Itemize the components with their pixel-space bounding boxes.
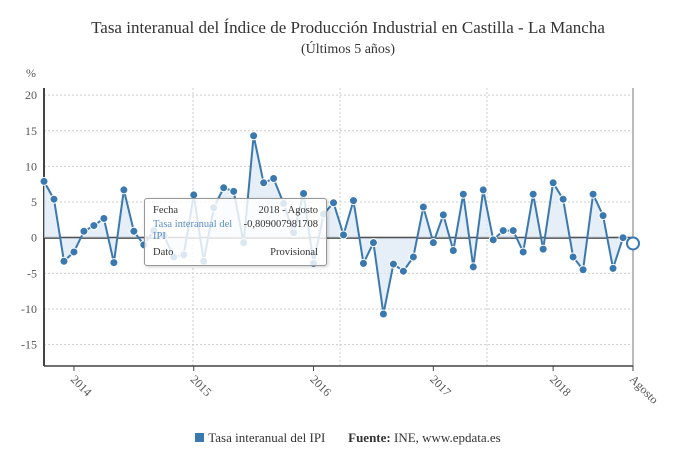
data-point [89, 221, 99, 231]
legend-item[interactable]: Tasa interanual del IPI [195, 430, 325, 445]
data-point [538, 244, 548, 254]
tooltip-dato-value: Provisional [270, 247, 318, 258]
data-point [478, 185, 488, 195]
tooltip-fecha-label: Fecha [153, 205, 179, 216]
y-tick-label: -5 [27, 266, 37, 280]
y-tick-label: 10 [25, 159, 37, 173]
data-point [338, 230, 348, 240]
y-tick-label: 5 [31, 195, 37, 209]
data-point [129, 226, 139, 236]
y-axis-unit-label: % [26, 66, 36, 80]
data-point [398, 266, 408, 276]
x-tick-label: 2017 [427, 372, 454, 399]
chart-title: Tasa interanual del Índice de Producción… [91, 18, 605, 37]
y-tick-label: 0 [31, 231, 37, 245]
data-point [358, 258, 368, 268]
data-point [418, 202, 428, 212]
data-point [598, 211, 608, 221]
data-point [438, 210, 448, 220]
data-point [99, 213, 109, 223]
data-point [119, 185, 129, 195]
x-tick-label: 2015 [188, 372, 215, 399]
legend-label: Tasa interanual del IPI [208, 430, 326, 445]
y-tick-label: 20 [25, 88, 37, 102]
data-point [588, 189, 598, 199]
y-tick-label: -10 [21, 302, 37, 316]
data-point [518, 247, 528, 257]
legend-swatch-icon [195, 433, 205, 442]
data-point [568, 252, 578, 262]
data-point [368, 238, 378, 248]
y-tick-label: -15 [21, 338, 37, 352]
data-point [39, 176, 49, 186]
data-point [428, 238, 438, 248]
data-point [488, 235, 498, 245]
series-area [44, 135, 633, 314]
data-point [408, 252, 418, 262]
data-point [269, 174, 279, 184]
source-value: INE, www.epdata.es [394, 430, 501, 445]
data-tooltip: Fecha 2018 - Agosto Tasa interanual del I… [144, 198, 327, 266]
data-point [229, 186, 239, 196]
data-point [249, 131, 259, 141]
x-tick-label: 2014 [68, 372, 95, 399]
data-point [618, 233, 628, 243]
data-point [388, 259, 398, 269]
data-point [626, 236, 640, 251]
tooltip-dato-label: Dato [153, 247, 174, 258]
data-point [528, 189, 538, 199]
x-tick-label: 2016 [307, 372, 334, 399]
data-point [299, 188, 309, 198]
legend: Tasa interanual del IPI Fuente: INE, www… [0, 430, 696, 446]
data-point [508, 226, 518, 236]
data-point [79, 226, 89, 236]
data-point [329, 198, 339, 208]
data-point [59, 256, 69, 266]
data-point [259, 178, 269, 188]
data-point [109, 258, 119, 268]
data-point [578, 265, 588, 275]
data-point [558, 194, 568, 204]
data-point [49, 194, 59, 204]
x-tick-label: Agosto [627, 372, 661, 406]
data-point [378, 309, 388, 319]
data-point [548, 178, 558, 188]
y-tick-label: 15 [25, 124, 37, 138]
data-point [69, 247, 79, 257]
data-point [458, 189, 468, 199]
tooltip-fecha-value: 2018 - Agosto [258, 205, 318, 216]
x-tick-label: 2018 [547, 372, 574, 399]
data-point [348, 196, 358, 206]
data-point [448, 246, 458, 256]
tooltip-series-label: Tasa interanual del IPI [153, 219, 233, 242]
source-label: Fuente: [348, 430, 391, 445]
tooltip-series-value: -0,809007981708 [243, 219, 318, 230]
data-point [468, 262, 478, 272]
data-point [498, 226, 508, 236]
data-point [608, 263, 618, 273]
data-point [219, 183, 229, 193]
chart-subtitle: (Últimos 5 años) [300, 42, 396, 57]
